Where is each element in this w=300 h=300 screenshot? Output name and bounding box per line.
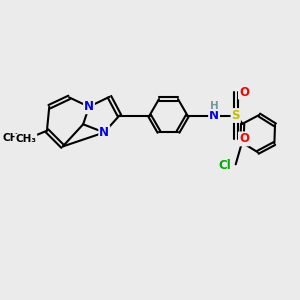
Text: N: N [209,109,219,122]
Text: CH₃: CH₃ [15,134,36,145]
Text: O: O [239,85,249,99]
Text: CH₃: CH₃ [3,133,24,143]
Text: H: H [210,100,219,111]
Text: Cl: Cl [218,159,231,172]
Text: N: N [84,100,94,113]
Text: S: S [232,109,240,122]
Text: O: O [239,132,249,146]
Text: N: N [99,126,109,139]
